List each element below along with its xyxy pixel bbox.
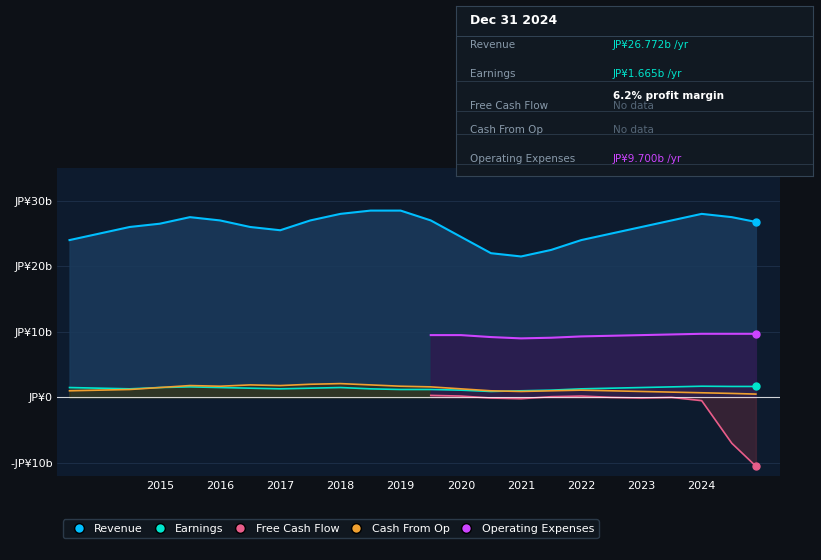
Text: Revenue: Revenue [470,40,515,50]
Text: 6.2% profit margin: 6.2% profit margin [612,91,724,101]
Text: JP¥9.700b /yr: JP¥9.700b /yr [612,154,682,164]
Text: Dec 31 2024: Dec 31 2024 [470,14,557,27]
Text: Free Cash Flow: Free Cash Flow [470,101,548,111]
Text: JP¥26.772b /yr: JP¥26.772b /yr [612,40,689,50]
Text: Earnings: Earnings [470,69,516,79]
Text: Cash From Op: Cash From Op [470,125,543,135]
Text: Operating Expenses: Operating Expenses [470,154,576,164]
Text: No data: No data [612,101,654,111]
Legend: Revenue, Earnings, Free Cash Flow, Cash From Op, Operating Expenses: Revenue, Earnings, Free Cash Flow, Cash … [63,519,599,538]
Text: JP¥1.665b /yr: JP¥1.665b /yr [612,69,682,79]
Text: No data: No data [612,125,654,135]
